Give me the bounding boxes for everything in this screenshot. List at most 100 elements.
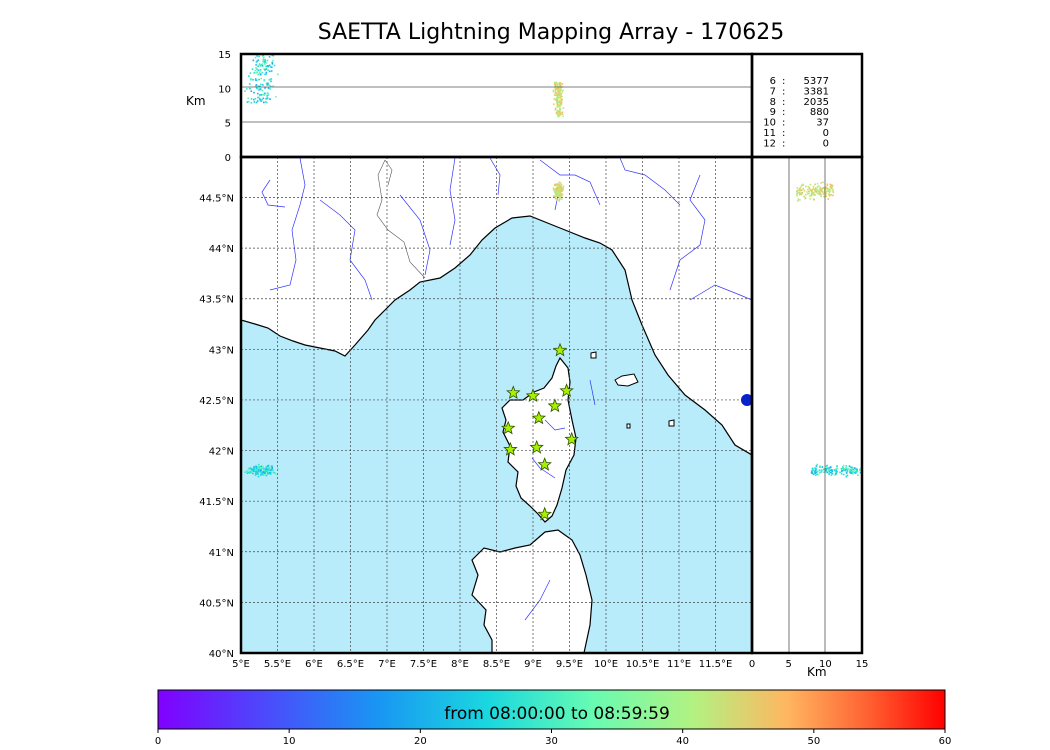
- lightning-source: [844, 468, 847, 471]
- lightning-source: [254, 69, 257, 72]
- lightning-source: [814, 469, 817, 471]
- lightning-source: [559, 190, 562, 193]
- colorbar-tick-label: 60: [939, 736, 952, 747]
- lightning-source: [269, 85, 272, 88]
- lightning-source: [826, 183, 829, 186]
- lightning-source: [560, 101, 563, 104]
- lightning-source: [836, 465, 838, 468]
- lightning-source: [819, 465, 822, 468]
- borders-layer: [376, 159, 426, 279]
- lightning-source: [247, 97, 249, 100]
- lightning-source: [250, 467, 253, 470]
- lightning-source: [262, 58, 265, 61]
- lightning-source: [802, 188, 805, 190]
- lightning-source: [559, 187, 562, 189]
- lightning-source: [263, 92, 266, 95]
- lightning-source: [260, 94, 263, 96]
- station-count-separator: :: [782, 128, 785, 139]
- lightning-source: [272, 471, 275, 474]
- lightning-source: [559, 105, 561, 108]
- lightning-source: [252, 78, 254, 81]
- station-count-stations: 7: [770, 86, 776, 97]
- lightning-source: [266, 469, 268, 472]
- lightning-source: [835, 468, 837, 470]
- lightning-source: [828, 470, 830, 472]
- lightning-source: [801, 192, 803, 195]
- lightning-source: [804, 196, 807, 199]
- time-colorbar[interactable]: [157, 689, 946, 730]
- longitude-tick-labels: 5°E 5.5°E 6°E 6.5°E 7°E 7.5°E 8°E 8.5°E 9°E 9.5°E…: [232, 659, 732, 670]
- station-count-separator: :: [782, 118, 785, 129]
- lightning-source: [262, 97, 265, 100]
- station-star-icon: [564, 431, 579, 446]
- lightning-source: [804, 194, 807, 196]
- lightning-source: [263, 60, 265, 62]
- lightning-source: [561, 193, 564, 196]
- lightning-source: [558, 83, 561, 85]
- lightning-source: [260, 100, 263, 102]
- station-star-icon: [552, 342, 568, 357]
- lightning-source: [839, 471, 841, 474]
- lightning-source: [557, 93, 559, 96]
- lightning-source: [842, 467, 844, 469]
- lightning-source: [277, 467, 279, 470]
- lightning-source: [796, 187, 798, 189]
- lightning-source: [275, 473, 277, 476]
- lightning-source: [796, 192, 799, 194]
- altitude-lon-panel[interactable]: [239, 52, 754, 159]
- lat-tick-label: 41.5°N: [199, 497, 234, 508]
- lightning-source: [552, 90, 555, 93]
- lightning-source: [258, 469, 260, 472]
- lightning-source: [557, 114, 559, 117]
- altitude-vs-longitude-sources: [244, 54, 565, 118]
- colorbar-tick-label: 20: [414, 736, 427, 747]
- lightning-source: [553, 184, 556, 187]
- lightning-source: [810, 190, 813, 193]
- lightning-source: [814, 183, 816, 186]
- lightning-source: [815, 471, 818, 473]
- lightning-source: [254, 474, 257, 477]
- lightning-source: [846, 468, 848, 471]
- map-panel[interactable]: [241, 157, 753, 653]
- lightning-source: [270, 468, 273, 471]
- lightning-source: [558, 114, 561, 117]
- lightning-source: [851, 466, 853, 469]
- station-star-icon: [525, 388, 541, 402]
- lightning-source: [829, 190, 831, 192]
- lightning-source: [270, 70, 273, 72]
- lightning-source: [828, 195, 831, 197]
- mainland-landmass: [241, 157, 752, 456]
- lightning-source: [247, 469, 249, 471]
- lightning-source: [812, 198, 815, 200]
- lightning-source: [265, 474, 268, 477]
- lightning-source: [850, 468, 852, 471]
- lightning-source: [813, 193, 815, 196]
- lightning-source: [832, 194, 834, 197]
- altitude-lat-panel[interactable]: [750, 155, 864, 655]
- lightning-source: [830, 472, 833, 474]
- alt-tick-label: 15: [218, 50, 231, 61]
- lightning-source: [812, 469, 815, 472]
- lightning-source: [561, 113, 564, 116]
- lightning-source: [263, 94, 266, 97]
- lightning-source: [250, 468, 253, 471]
- lightning-source: [842, 464, 845, 467]
- lightning-source: [808, 190, 810, 193]
- lightning-source: [255, 472, 258, 474]
- lightning-source: [557, 115, 560, 118]
- lightning-source: [842, 473, 845, 476]
- lightning-source: [846, 474, 849, 477]
- lightning-source: [259, 64, 262, 67]
- lightning-source: [807, 185, 810, 188]
- lightning-source: [266, 84, 269, 86]
- lightning-source: [253, 467, 256, 470]
- lightning-source: [263, 78, 266, 81]
- lightning-source: [253, 91, 255, 94]
- time-range-label: from 08:00:00 to 08:59:59: [444, 704, 670, 724]
- station-count-stations: 6: [770, 76, 776, 87]
- lightning-source: [826, 464, 828, 467]
- lightning-source: [558, 89, 560, 91]
- lightning-source: [801, 191, 803, 194]
- lightning-source: [822, 181, 824, 184]
- lightning-source: [796, 193, 798, 195]
